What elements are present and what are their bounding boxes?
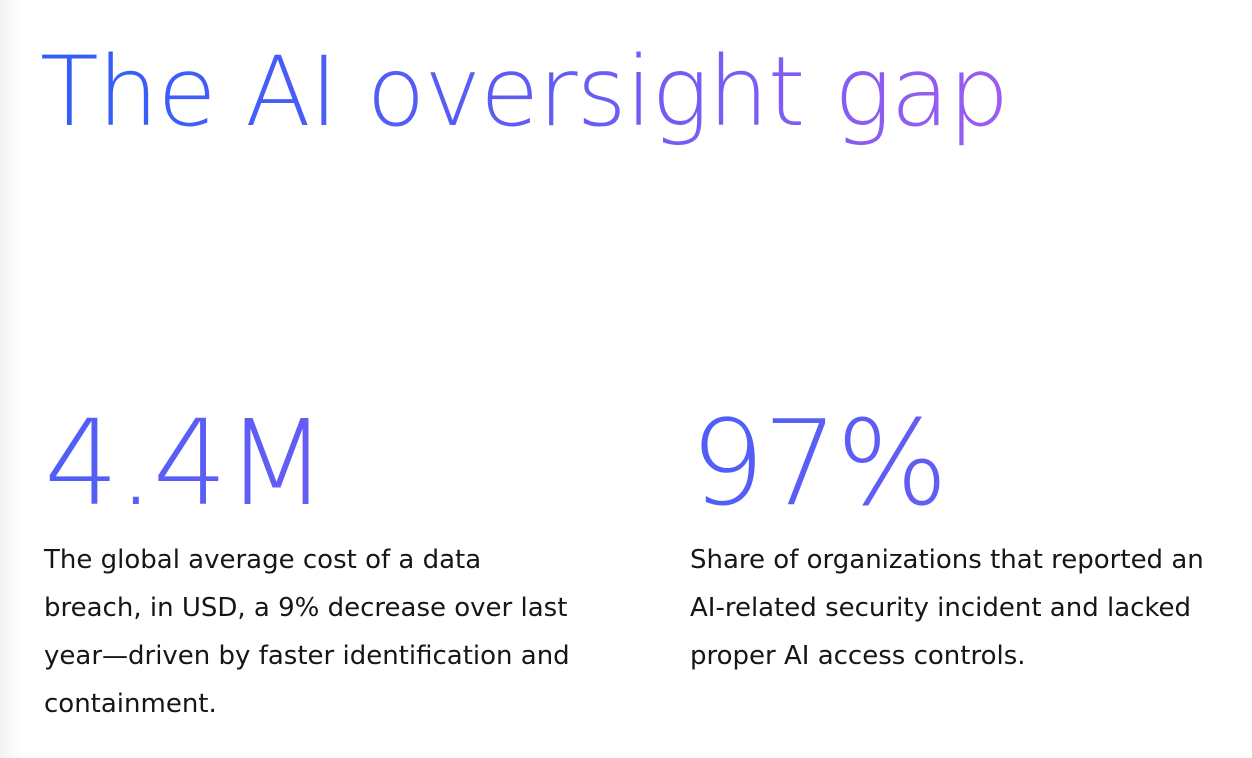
stat-value: 4.4M bbox=[44, 398, 584, 528]
stat-description: Share of organizations that reported an … bbox=[690, 545, 1204, 671]
page-title: The AI oversight gap bbox=[40, 32, 1009, 152]
stat-value: 97% bbox=[690, 398, 1220, 528]
stat-card-breach-cost: 4.4M The global average cost of a data b… bbox=[44, 398, 584, 728]
stat-card-ai-incidents: 97% Share of organizations that reported… bbox=[690, 398, 1220, 680]
stat-description: The global average cost of a data breach… bbox=[44, 545, 570, 719]
page-edge-shade bbox=[0, 0, 22, 758]
